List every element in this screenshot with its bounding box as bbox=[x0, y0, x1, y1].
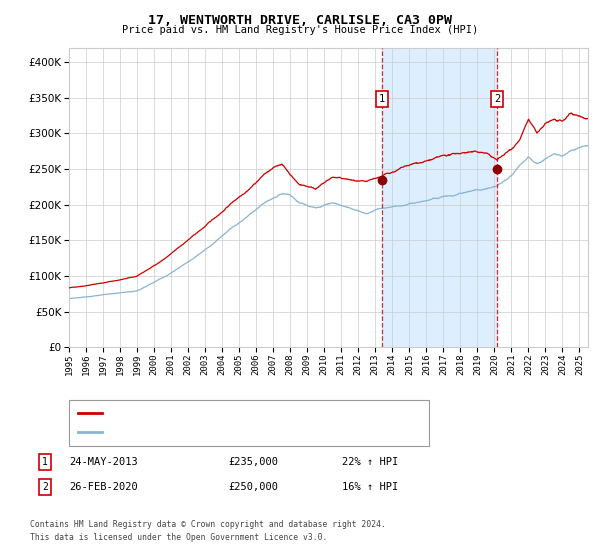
Text: £250,000: £250,000 bbox=[228, 482, 278, 492]
Text: 1: 1 bbox=[379, 94, 385, 104]
Text: 2: 2 bbox=[494, 94, 500, 104]
Text: £235,000: £235,000 bbox=[228, 457, 278, 467]
Text: 17, WENTWORTH DRIVE, CARLISLE, CA3 0PW (detached house): 17, WENTWORTH DRIVE, CARLISLE, CA3 0PW (… bbox=[106, 408, 422, 417]
Text: Price paid vs. HM Land Registry's House Price Index (HPI): Price paid vs. HM Land Registry's House … bbox=[122, 25, 478, 35]
Text: 2: 2 bbox=[42, 482, 48, 492]
Text: 24-MAY-2013: 24-MAY-2013 bbox=[69, 457, 138, 467]
Text: This data is licensed under the Open Government Licence v3.0.: This data is licensed under the Open Gov… bbox=[30, 533, 328, 542]
Text: Contains HM Land Registry data © Crown copyright and database right 2024.: Contains HM Land Registry data © Crown c… bbox=[30, 520, 386, 529]
Text: 16% ↑ HPI: 16% ↑ HPI bbox=[342, 482, 398, 492]
Bar bbox=[382, 48, 497, 347]
Text: HPI: Average price, detached house, Cumberland: HPI: Average price, detached house, Cumb… bbox=[106, 427, 371, 436]
Text: 1: 1 bbox=[42, 457, 48, 467]
Text: 22% ↑ HPI: 22% ↑ HPI bbox=[342, 457, 398, 467]
Text: 17, WENTWORTH DRIVE, CARLISLE, CA3 0PW: 17, WENTWORTH DRIVE, CARLISLE, CA3 0PW bbox=[148, 14, 452, 27]
Text: 26-FEB-2020: 26-FEB-2020 bbox=[69, 482, 138, 492]
